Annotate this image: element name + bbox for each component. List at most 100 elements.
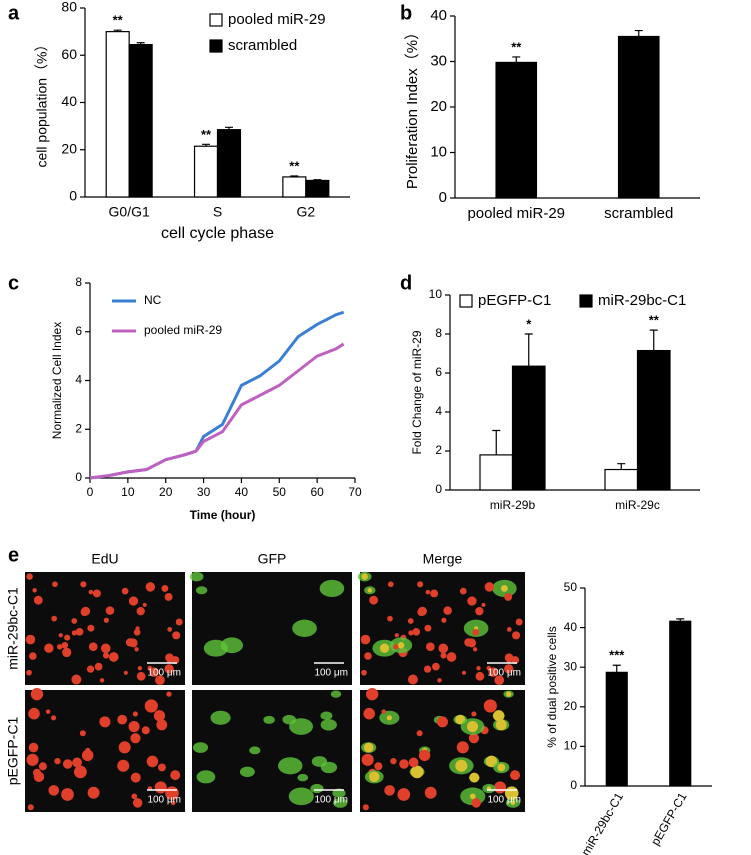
nucleus — [87, 786, 100, 799]
nucleus — [360, 634, 371, 645]
nucleus — [73, 765, 87, 779]
nucleus — [62, 759, 73, 769]
nucleus — [407, 618, 414, 624]
y-tick-label: 60 — [61, 46, 77, 62]
error-bar — [202, 143, 211, 147]
cell — [192, 742, 209, 753]
y-tick-label: 30 — [564, 659, 578, 673]
nucleus — [374, 762, 383, 771]
bar — [669, 620, 692, 787]
micrograph — [25, 572, 185, 685]
nucleus — [75, 627, 84, 636]
bar — [617, 35, 660, 199]
cell — [210, 710, 231, 725]
nucleus — [387, 615, 393, 622]
x-tick-label: 60 — [310, 485, 324, 499]
nucleus — [468, 733, 480, 744]
nucleus — [397, 641, 405, 649]
nucleus — [361, 669, 367, 676]
nucleus — [27, 804, 34, 811]
nucleus — [399, 759, 409, 769]
nucleus — [485, 755, 498, 768]
nucleus — [369, 771, 380, 783]
error-bar — [676, 618, 685, 622]
nucleus — [500, 584, 508, 592]
error-bar — [612, 664, 621, 673]
bar — [636, 349, 671, 491]
bar — [105, 31, 130, 198]
nucleus — [161, 584, 169, 592]
significance: ** — [113, 13, 124, 28]
nucleus — [369, 595, 379, 605]
error-bar — [290, 175, 299, 177]
panel-letter: a — [8, 2, 20, 24]
cell — [220, 637, 244, 654]
nucleus — [130, 772, 141, 783]
line — [89, 342, 345, 480]
error-bar — [313, 179, 322, 181]
nucleus — [26, 573, 33, 580]
y-tick-label: 10 — [430, 143, 447, 160]
cell — [320, 761, 338, 774]
row-label: pEGFP-C1 — [5, 717, 21, 786]
y-tick-label: 8 — [435, 326, 442, 340]
cell — [196, 770, 216, 784]
nucleus — [102, 652, 110, 659]
nucleus — [363, 707, 375, 720]
cell — [249, 746, 261, 755]
nucleus — [441, 617, 447, 623]
nucleus — [125, 638, 135, 647]
cell — [239, 766, 255, 778]
error-bar — [136, 42, 145, 45]
nucleus — [105, 606, 115, 615]
y-axis-label: Normalized Cell Index — [50, 322, 64, 439]
scale-label: 100 μm — [487, 668, 521, 679]
nucleus — [48, 785, 60, 796]
nucleus — [88, 642, 98, 652]
nucleus — [424, 624, 432, 632]
nucleus — [504, 593, 513, 601]
panel-letter: b — [400, 2, 412, 24]
y-tick-label: 0 — [435, 482, 442, 496]
cell — [320, 719, 337, 731]
nucleus — [164, 664, 174, 674]
nucleus — [390, 757, 397, 765]
x-tick-label: S — [213, 204, 222, 220]
nucleus — [361, 753, 374, 766]
nucleus — [62, 647, 72, 658]
nucleus — [134, 647, 139, 652]
cell — [189, 571, 204, 582]
nucleus — [397, 788, 411, 801]
nucleus — [495, 719, 507, 731]
y-tick-label: 10 — [564, 739, 578, 753]
nucleus — [367, 588, 373, 593]
nucleus — [408, 630, 414, 636]
bar — [511, 365, 546, 491]
error-bar — [524, 333, 533, 367]
scale-label: 100 μm — [147, 795, 181, 806]
x-tick-label: G2 — [296, 204, 315, 220]
nucleus — [71, 618, 78, 624]
y-tick-label: 0 — [570, 778, 577, 792]
legend-label: miR-29bc-C1 — [598, 292, 686, 309]
panel-letter: c — [8, 272, 19, 294]
nucleus — [510, 800, 516, 806]
error-bar — [634, 29, 643, 37]
y-tick-label: 4 — [435, 404, 442, 418]
nucleus — [443, 606, 452, 615]
nucleus — [471, 798, 481, 808]
legend-label: pooled miR-29 — [228, 11, 326, 28]
x-tick-label: pEGFP-C1 — [648, 790, 690, 848]
nucleus — [437, 678, 442, 683]
nucleus — [117, 714, 128, 725]
nucleus — [366, 688, 379, 701]
nucleus — [510, 770, 521, 781]
nucleus — [71, 630, 78, 636]
nucleus — [381, 709, 386, 714]
y-tick-label: 0 — [439, 189, 447, 206]
nucleus — [137, 665, 143, 671]
nucleus — [133, 628, 141, 636]
cell — [319, 579, 345, 598]
nucleus — [483, 699, 497, 713]
